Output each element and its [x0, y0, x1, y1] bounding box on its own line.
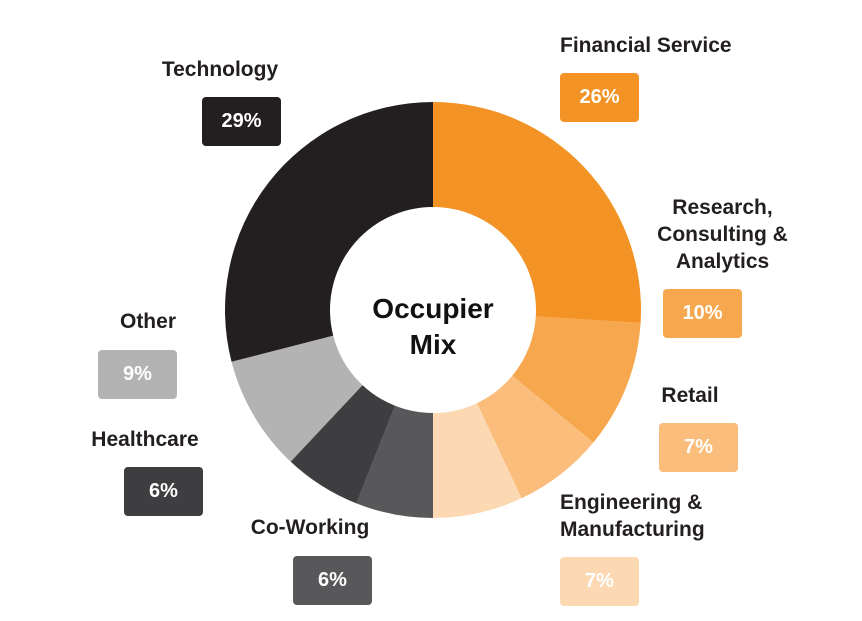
donut-segment: [356, 405, 433, 518]
chart-title: Occupier Mix: [372, 293, 494, 360]
value-label: 9%: [98, 350, 177, 399]
donut-segment: [225, 102, 433, 362]
donut-segment: [512, 316, 641, 443]
legend-label: Technology: [161, 58, 279, 81]
value-label: 7%: [560, 557, 639, 606]
value-label: 6%: [124, 467, 203, 516]
legend-label: Retail: [661, 384, 719, 407]
donut-segment: [433, 403, 522, 518]
donut-segment: [290, 385, 396, 504]
legend-label: Co-Working: [250, 516, 370, 539]
donut-segment: [231, 335, 363, 462]
legend-label: Research, Consulting & Analytics: [657, 196, 788, 273]
value-label: 6%: [293, 556, 372, 605]
legend-label: Engineering & Manufacturing: [560, 491, 705, 541]
legend-label: Financial Service: [560, 34, 732, 57]
value-label: 26%: [560, 73, 639, 122]
value-label: 29%: [202, 97, 281, 146]
legend-label: Healthcare: [91, 428, 199, 451]
donut-segment: [476, 375, 594, 499]
donut-segment: [433, 102, 641, 324]
value-label: 7%: [659, 423, 738, 472]
legend-label: Other: [119, 310, 176, 333]
value-label: 10%: [663, 289, 742, 338]
